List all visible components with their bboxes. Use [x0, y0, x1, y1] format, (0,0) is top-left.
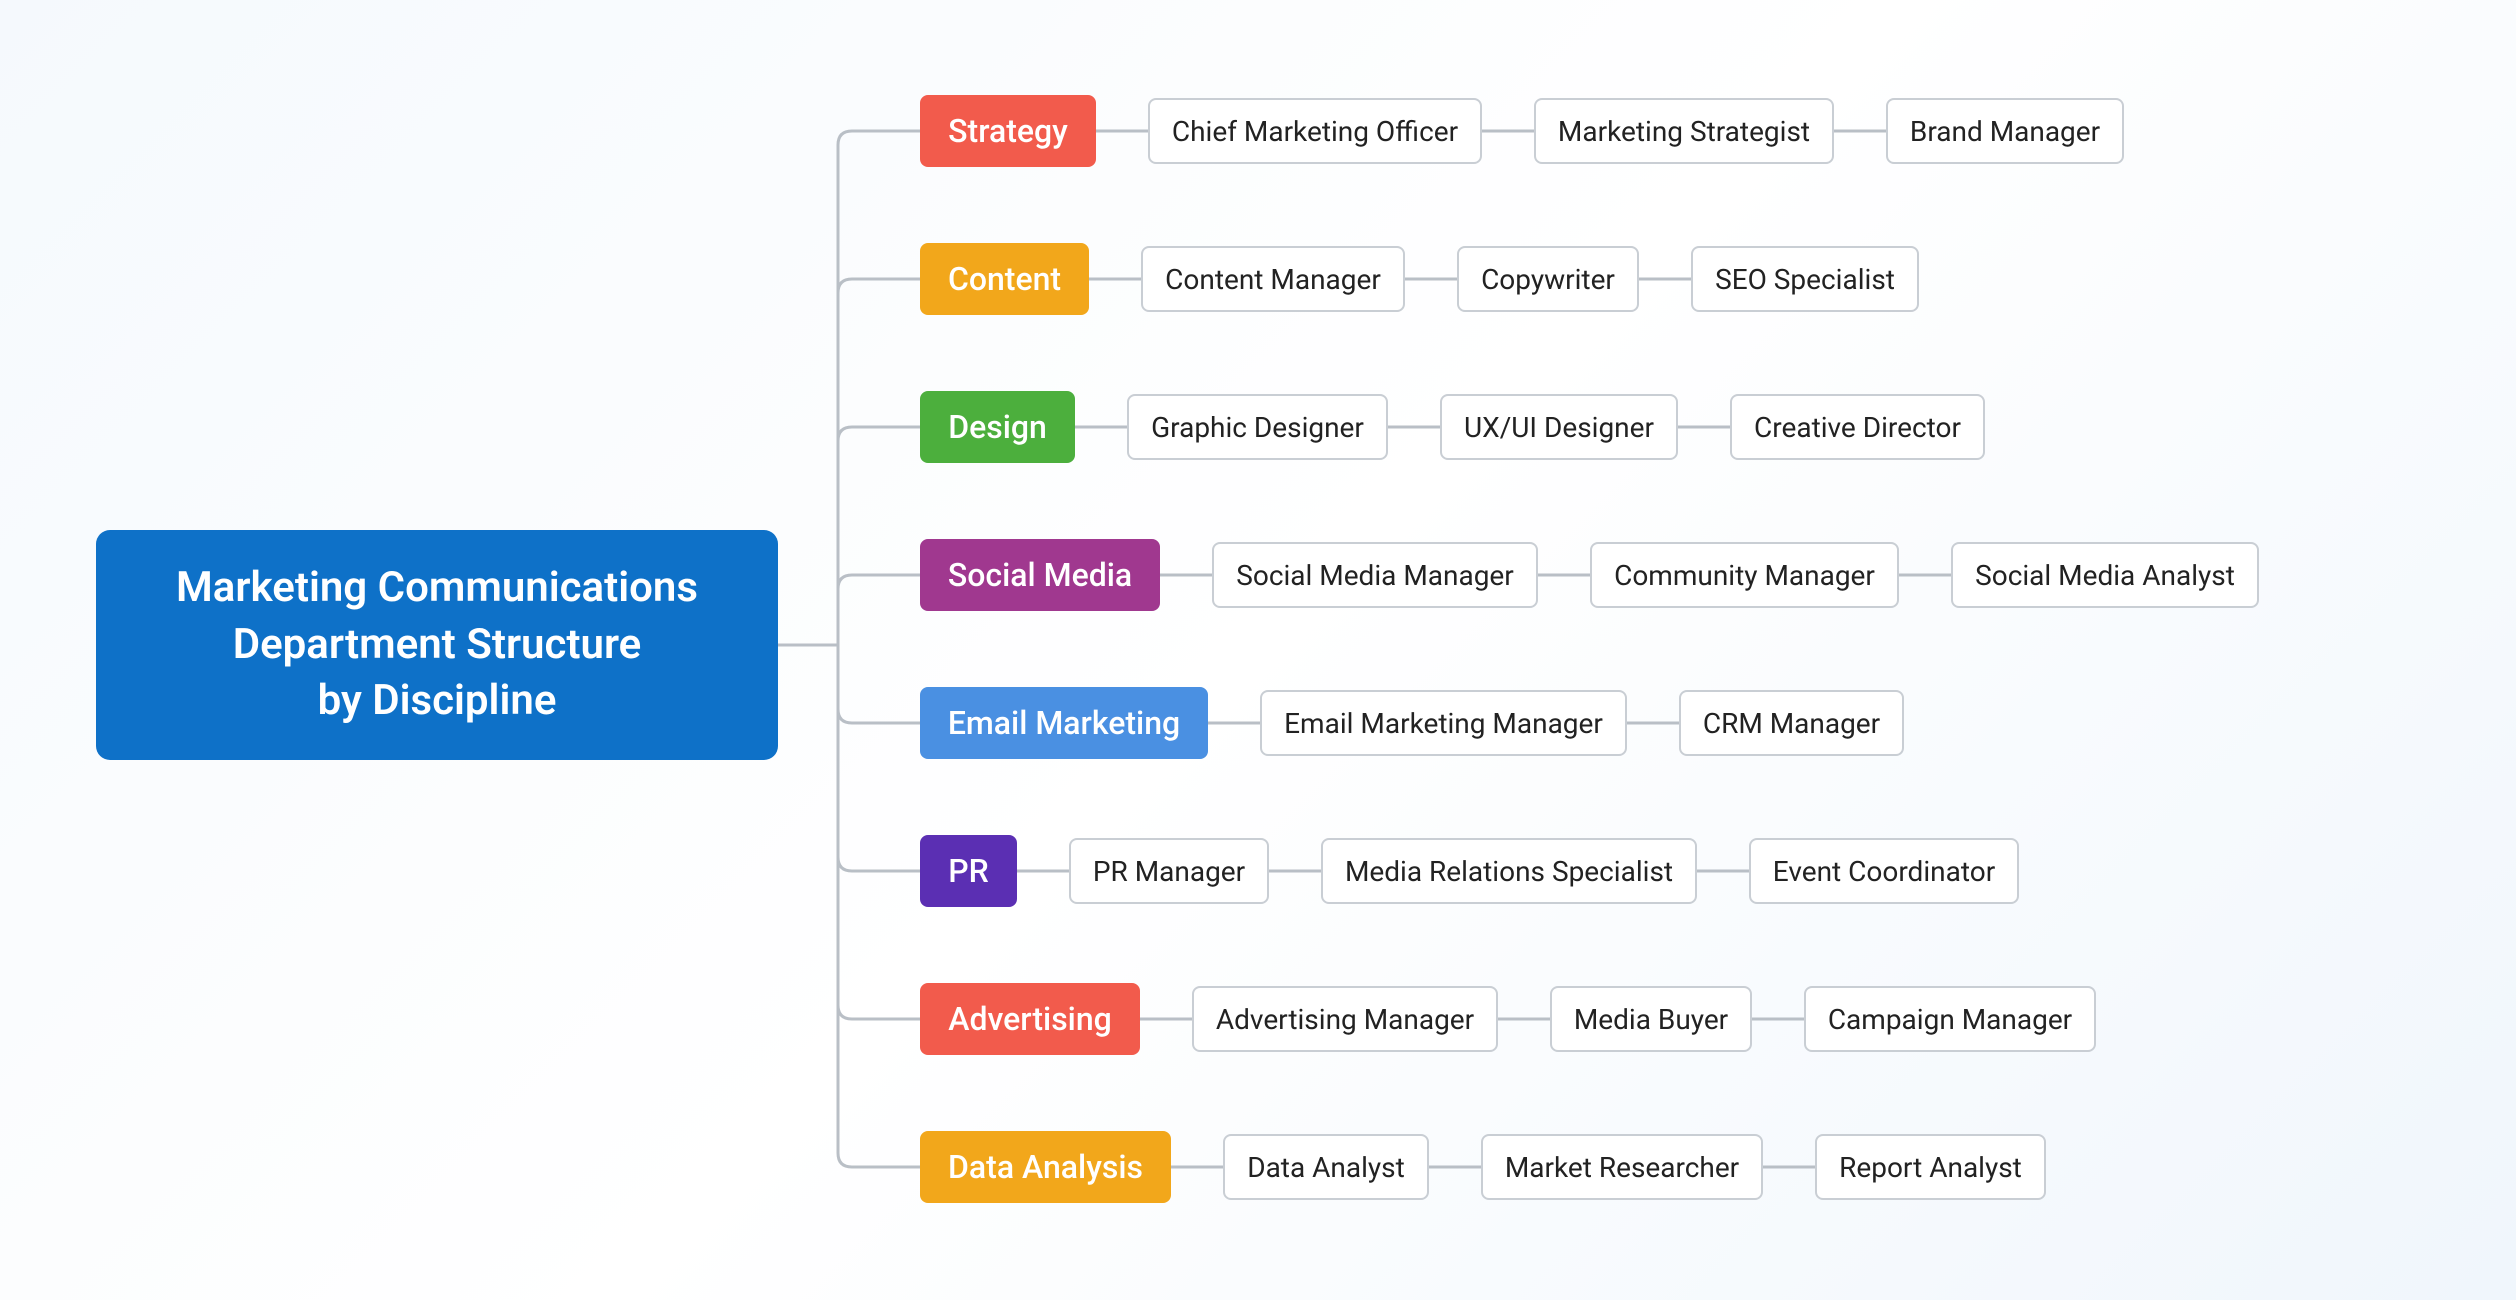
role-label: UX/UI Designer: [1464, 411, 1654, 444]
category-node: Advertising: [920, 983, 1140, 1055]
category-node: Content: [920, 243, 1089, 315]
category-node: Social Media: [920, 539, 1160, 611]
role-label: Content Manager: [1165, 263, 1381, 296]
role-node: Report Analyst: [1815, 1134, 2046, 1200]
role-node: Brand Manager: [1886, 98, 2124, 164]
role-label: Social Media Analyst: [1975, 559, 2235, 592]
role-label: Community Manager: [1614, 559, 1875, 592]
role-label: Market Researcher: [1505, 1151, 1739, 1184]
role-label: Advertising Manager: [1216, 1003, 1474, 1036]
category-node: Design: [920, 391, 1075, 463]
role-node: UX/UI Designer: [1440, 394, 1678, 460]
role-label: PR Manager: [1093, 855, 1245, 888]
category-node: Data Analysis: [920, 1131, 1171, 1203]
role-node: Community Manager: [1590, 542, 1899, 608]
category-label: Advertising: [948, 1000, 1112, 1038]
role-label: CRM Manager: [1703, 707, 1880, 740]
role-node: Media Buyer: [1550, 986, 1752, 1052]
role-label: Brand Manager: [1910, 115, 2100, 148]
category-node: Strategy: [920, 95, 1096, 167]
role-node: Chief Marketing Officer: [1148, 98, 1482, 164]
role-label: Marketing Strategist: [1558, 115, 1810, 148]
role-label: Report Analyst: [1839, 1151, 2022, 1184]
role-node: Event Coordinator: [1749, 838, 2019, 904]
role-label: Campaign Manager: [1828, 1003, 2072, 1036]
diagram-canvas: Marketing CommunicationsDepartment Struc…: [0, 0, 2516, 1300]
role-label: Media Relations Specialist: [1345, 855, 1673, 888]
role-node: Market Researcher: [1481, 1134, 1763, 1200]
role-label: Data Analyst: [1247, 1151, 1405, 1184]
role-label: SEO Specialist: [1715, 263, 1895, 296]
root-node: Marketing CommunicationsDepartment Struc…: [96, 530, 778, 760]
category-node: PR: [920, 835, 1017, 907]
role-node: Social Media Manager: [1212, 542, 1538, 608]
category-label: Content: [948, 260, 1061, 298]
role-label: Creative Director: [1754, 411, 1961, 444]
role-node: Data Analyst: [1223, 1134, 1429, 1200]
role-node: Social Media Analyst: [1951, 542, 2259, 608]
role-node: Graphic Designer: [1127, 394, 1388, 460]
role-label: Email Marketing Manager: [1284, 707, 1603, 740]
role-node: Media Relations Specialist: [1321, 838, 1697, 904]
role-label: Event Coordinator: [1773, 855, 1995, 888]
role-label: Chief Marketing Officer: [1172, 115, 1458, 148]
role-node: Advertising Manager: [1192, 986, 1498, 1052]
role-node: Content Manager: [1141, 246, 1405, 312]
role-node: Marketing Strategist: [1534, 98, 1834, 164]
category-label: Social Media: [948, 556, 1132, 594]
role-node: SEO Specialist: [1691, 246, 1919, 312]
category-node: Email Marketing: [920, 687, 1208, 759]
role-node: CRM Manager: [1679, 690, 1904, 756]
role-label: Copywriter: [1481, 263, 1615, 296]
role-label: Social Media Manager: [1236, 559, 1514, 592]
role-node: Campaign Manager: [1804, 986, 2096, 1052]
role-label: Media Buyer: [1574, 1003, 1728, 1036]
category-label: Design: [948, 408, 1047, 446]
category-label: Strategy: [948, 112, 1068, 150]
role-node: Copywriter: [1457, 246, 1639, 312]
category-label: Email Marketing: [948, 704, 1180, 742]
role-label: Graphic Designer: [1151, 411, 1364, 444]
category-label: PR: [948, 852, 989, 890]
role-node: PR Manager: [1069, 838, 1269, 904]
role-node: Email Marketing Manager: [1260, 690, 1627, 756]
role-node: Creative Director: [1730, 394, 1985, 460]
category-label: Data Analysis: [948, 1148, 1143, 1186]
